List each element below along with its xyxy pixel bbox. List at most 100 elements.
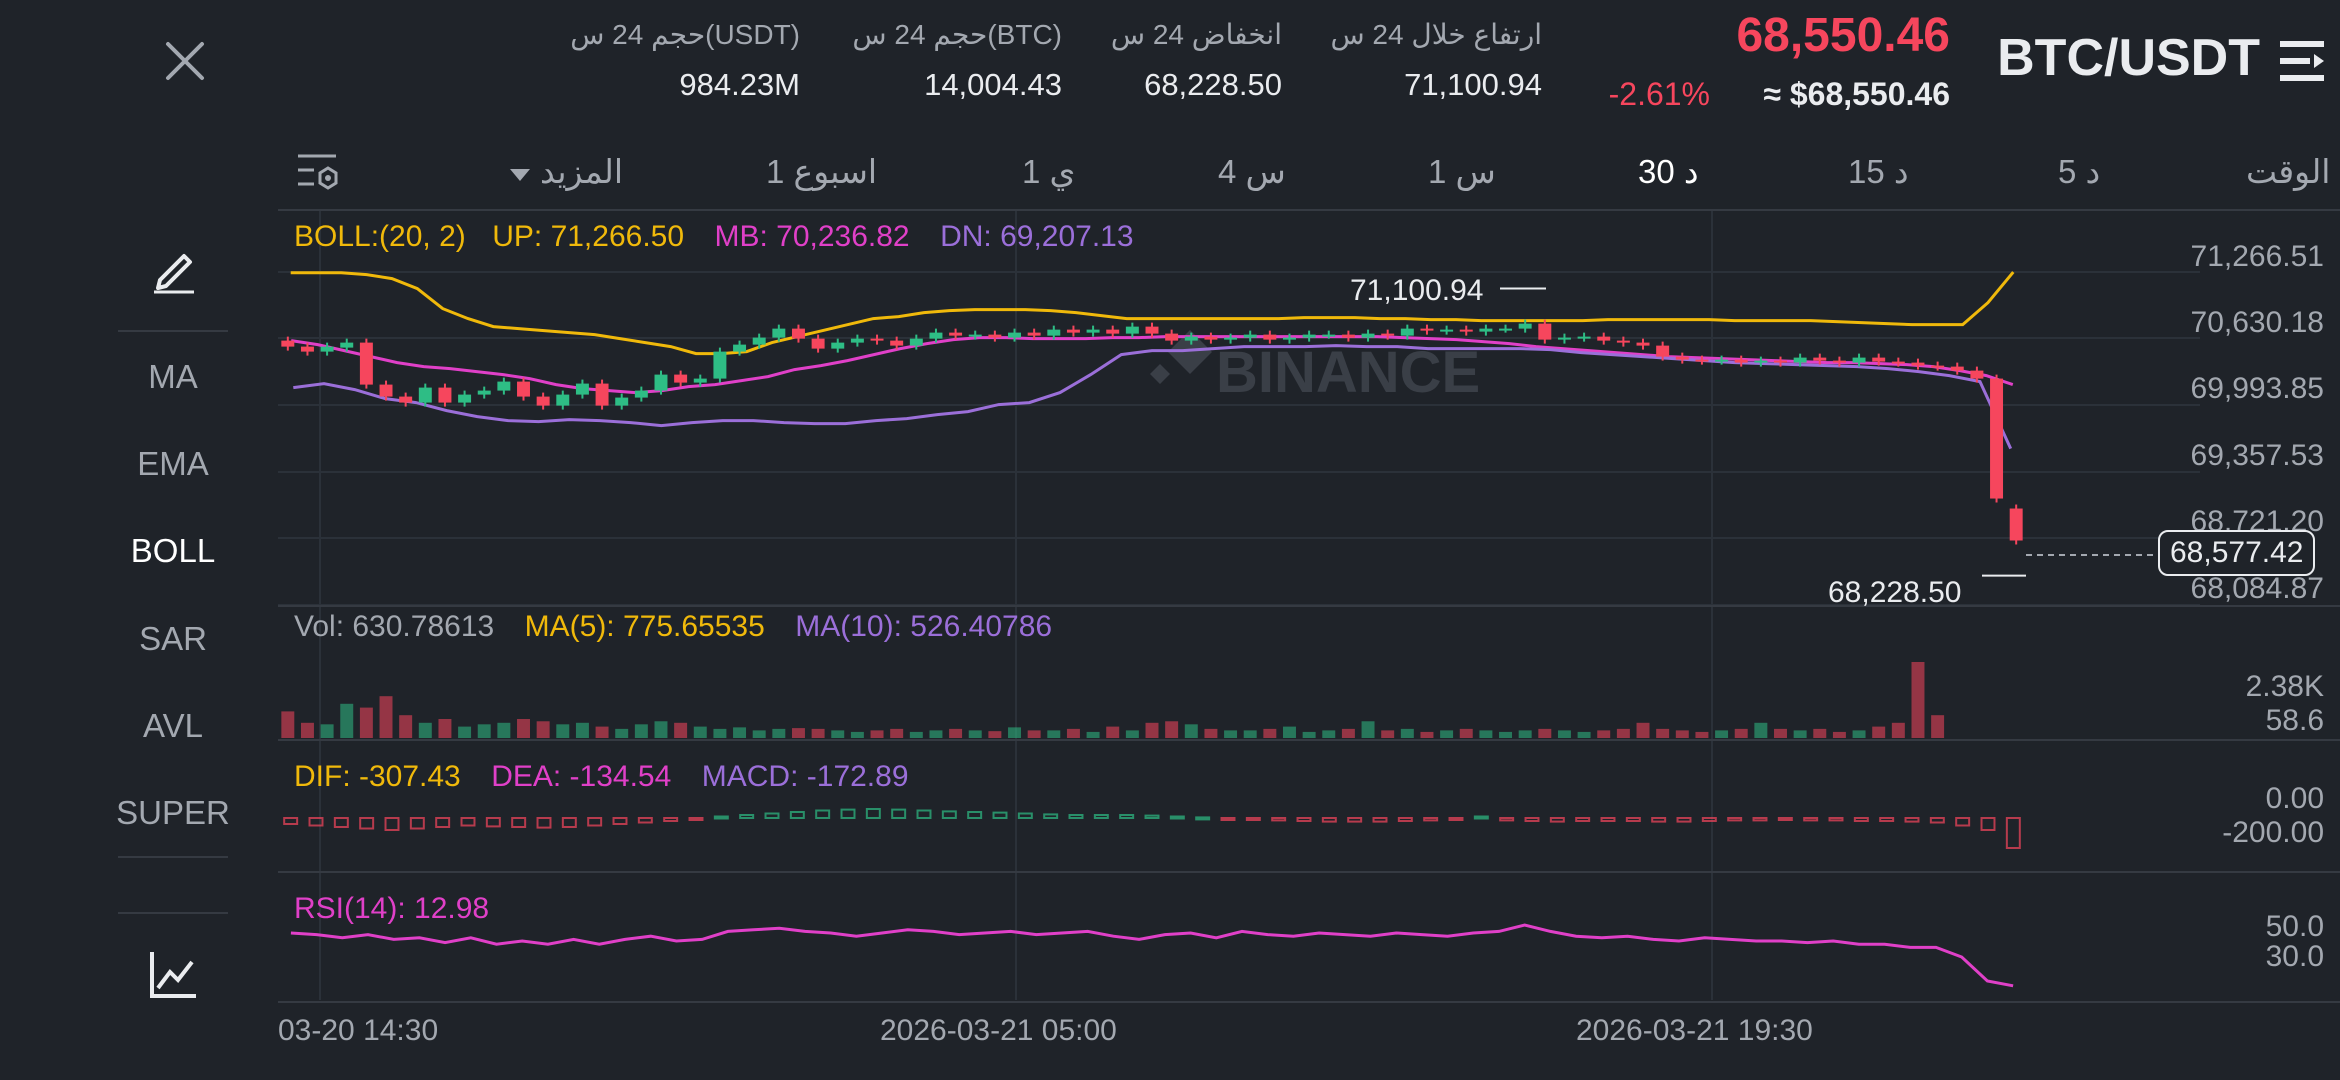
pair-title[interactable]: BTC/USDT [1997,29,2260,87]
volume-bar [1341,728,1355,738]
indicator-ma[interactable]: MA [148,358,198,395]
candle-body [752,337,766,345]
price-approx-usd: ≈ $68,550.46 [1763,76,1950,112]
volume-bar [1852,730,1866,738]
last-price: 68,550.46 [1736,9,1950,62]
price-tick: 70,630.18 [2190,306,2324,339]
price-tick: 69,357.53 [2190,439,2324,472]
candle-body [418,387,432,403]
volume-bar [1086,731,1100,738]
candle-body [929,332,943,339]
volume-bar [458,726,472,738]
candle-body [693,378,707,383]
pair-list-icon[interactable] [2276,36,2328,86]
macd-bar [333,817,349,828]
boll-up-value: UP: 71,266.50 [492,220,685,253]
candle-body [1990,378,2004,499]
rsi-value: RSI(14): 12.98 [294,892,490,925]
macd-bar [916,809,932,819]
current-price-tag: 68,577.42 [2158,530,2316,576]
candle-body [1891,361,1905,364]
macd-bar [1676,817,1692,823]
indicator-chart-icon[interactable] [148,950,200,1000]
tab-1w[interactable]: 1 اسبوع [766,153,878,190]
macd-bar [739,814,755,819]
macd-dif: DIF: -307.43 [294,760,461,793]
macd-bar [1752,817,1768,822]
volume-bar [1165,721,1179,738]
volume-bar [1577,731,1591,738]
price-tick: 69,993.85 [2190,372,2324,405]
candle-body [1636,342,1650,346]
macd-bar [1321,817,1337,823]
candle-body [1616,340,1630,343]
macd-bar [1372,817,1388,823]
volume-bar [1872,726,1886,738]
indicator-sar[interactable]: SAR [139,620,207,657]
high-annotation: 71,100.94 [1350,274,1484,307]
macd-bar [1575,817,1591,822]
indicator-super[interactable]: SUPER [116,794,230,831]
candle-body [1813,357,1827,361]
volume-bar [399,715,413,738]
volume-bar [320,724,334,738]
vol-value: Vol: 630.78613 [294,610,495,643]
tab-30m[interactable]: 30 د [1638,153,1699,190]
draw-tool-icon[interactable] [148,244,200,296]
more-dropdown[interactable]: المزيد [510,152,630,191]
macd-bar [1727,817,1743,822]
candle-body [595,383,609,406]
tab-15m[interactable]: 15 د [1848,153,1909,190]
macd-bar [283,817,299,825]
candle-body [1774,360,1787,363]
tab-1d[interactable]: 1 ي [1022,153,1076,190]
tab-1h[interactable]: 1 س [1428,153,1496,190]
macd-legend: DIF: -307.43 DEA: -134.54 MACD: -172.89 [294,760,909,794]
candle-body [634,390,648,398]
volume-bar [1066,728,1080,738]
candle-body [1459,329,1473,332]
chart-settings-icon[interactable] [296,150,344,194]
candle-body [968,334,982,337]
volume-bar [418,722,432,738]
indicator-avl[interactable]: AVL [143,707,203,744]
tab-4h[interactable]: 4 س [1218,153,1286,190]
macd-bar [1347,817,1363,823]
candle-body [399,396,413,403]
stat-volume-btc: حجم 24 س(BTC) 14,004.43 [800,18,1062,103]
candle-body [1066,329,1080,333]
price-change: -2.61% [1608,76,1710,112]
tab-time[interactable]: الوقت [2246,153,2331,190]
volume-bar [1656,728,1670,738]
candle-body [988,334,1002,338]
volume-bar [1204,728,1218,738]
candle-body [1911,362,1925,366]
volume-bar [988,731,1002,738]
stat-label: ارتفاع خلال 24 س [1330,19,1542,50]
volume-bar [1557,730,1571,738]
candle-body [1440,329,1454,332]
macd-bar [1397,817,1413,822]
price-tick: 71,266.51 [2190,240,2324,273]
volume-bar [1322,730,1336,738]
macd-bar [384,817,400,831]
volume-bar [1008,727,1021,738]
volume-bar [811,728,825,738]
macd-bar [1701,817,1717,822]
candle-body [811,338,825,349]
macd-bar [1625,817,1641,822]
indicator-boll[interactable]: BOLL [130,532,216,569]
tab-5m[interactable]: 5 د [2058,153,2101,190]
boll-dn-value: DN: 69,207.13 [940,220,1134,253]
volume-tick: 2.38K [2245,670,2324,703]
indicator-ema[interactable]: EMA [137,445,209,482]
candle-body [890,340,904,346]
macd-bar [1828,817,1844,822]
macd-bar [308,817,324,827]
macd-bar [840,808,856,819]
volume-bar [674,722,688,738]
chevron-down-icon [510,169,530,188]
close-icon[interactable] [160,36,210,86]
volume-bar [1047,730,1061,738]
